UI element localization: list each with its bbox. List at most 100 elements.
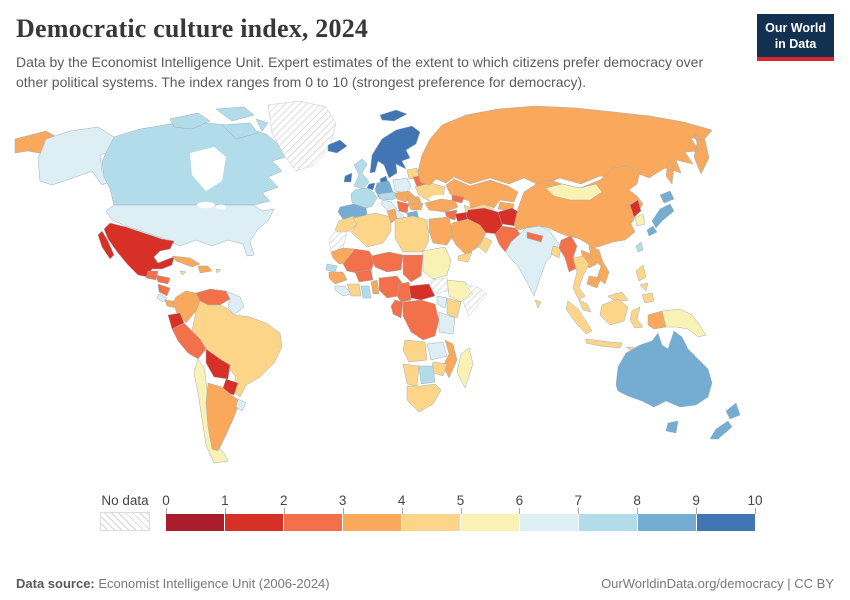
country-sri-lanka[interactable] [534, 299, 542, 308]
country-senegal[interactable] [325, 263, 338, 272]
country-uganda[interactable] [436, 295, 448, 308]
country-hispaniola[interactable] [197, 265, 213, 273]
country-mongolia[interactable] [545, 183, 603, 200]
country-central-african-republic[interactable] [408, 283, 436, 300]
country-canada-arctic-islands[interactable] [169, 106, 269, 139]
country-cambodia[interactable] [586, 275, 602, 288]
country-madagascar[interactable] [456, 347, 474, 388]
country-uruguay[interactable] [235, 398, 247, 411]
country-kenya[interactable] [446, 297, 462, 318]
country-scandinavia[interactable] [369, 125, 421, 178]
country-netherlands[interactable] [366, 182, 376, 190]
country-nicaragua[interactable] [157, 283, 171, 296]
country-cameroon[interactable] [396, 281, 412, 302]
country-taiwan[interactable] [635, 241, 644, 252]
legend-bin-3-4[interactable] [343, 513, 401, 531]
country-drc[interactable] [402, 299, 440, 340]
country-alaska[interactable] [37, 126, 115, 185]
country-iceland[interactable] [327, 139, 348, 153]
country-honduras[interactable] [155, 274, 171, 284]
country-mali[interactable] [342, 248, 376, 273]
country-new-zealand[interactable] [709, 402, 741, 439]
legend-bin-0-1[interactable] [166, 513, 224, 531]
legend-no-data-swatch[interactable] [100, 511, 150, 531]
country-south-korea[interactable] [634, 213, 646, 226]
owid-link[interactable]: OurWorldinData.org/democracy [601, 575, 784, 591]
country-south-africa[interactable] [406, 383, 442, 412]
country-chile[interactable] [193, 358, 229, 463]
country-japan[interactable] [646, 190, 675, 236]
country-france[interactable] [350, 187, 378, 210]
country-balkans[interactable] [396, 200, 410, 213]
country-malaysia[interactable] [578, 291, 629, 312]
country-uk[interactable] [353, 158, 370, 189]
country-south-sudan[interactable] [430, 277, 450, 294]
country-australia[interactable] [615, 330, 713, 433]
country-greenland[interactable] [267, 100, 337, 171]
country-romania[interactable] [406, 195, 422, 204]
country-togo-benin[interactable] [370, 279, 380, 294]
country-angola[interactable] [402, 339, 428, 362]
country-svalbard[interactable] [379, 109, 408, 121]
country-tanzania[interactable] [438, 311, 456, 334]
legend-bin-8-9[interactable] [638, 513, 696, 531]
country-papua-new-guinea[interactable] [661, 308, 707, 337]
legend-bin-7-8[interactable] [579, 513, 637, 531]
country-chad[interactable] [402, 254, 424, 282]
country-botswana[interactable] [418, 365, 436, 384]
country-ivory-coast[interactable] [346, 283, 362, 296]
country-bulgaria[interactable] [408, 202, 424, 210]
country-ghana[interactable] [360, 285, 372, 298]
country-mozambique-malawi[interactable] [442, 339, 458, 378]
chart-footer: Data source: Economist Intelligence Unit… [0, 566, 850, 600]
country-russia[interactable] [417, 105, 713, 186]
country-zambia[interactable] [426, 341, 448, 360]
country-congo-gabon[interactable] [390, 299, 404, 318]
country-costa-rica[interactable] [156, 293, 168, 302]
owid-logo-line1: Our World [765, 21, 826, 35]
country-puerto-rico[interactable] [215, 268, 222, 273]
country-niger[interactable] [370, 251, 404, 272]
country-pakistan[interactable] [494, 225, 521, 252]
country-argentina[interactable] [205, 382, 241, 451]
country-vietnam[interactable] [588, 245, 610, 284]
legend-bin-5-6[interactable] [461, 513, 519, 531]
country-jamaica[interactable] [179, 270, 187, 275]
country-cuba[interactable] [171, 255, 201, 267]
country-alpine[interactable] [377, 191, 401, 200]
legend-bin-9-10[interactable] [697, 513, 755, 531]
country-namibia[interactable] [402, 363, 420, 386]
country-algeria[interactable] [350, 212, 392, 247]
country-ireland[interactable] [343, 172, 353, 182]
country-nepal[interactable] [526, 231, 544, 242]
legend-bin-2-3[interactable] [284, 513, 342, 531]
country-indonesia[interactable] [565, 298, 651, 353]
page-title: Democratic culture index, 2024 [16, 14, 369, 43]
country-burkina-faso[interactable] [354, 269, 374, 282]
country-guatemala[interactable] [145, 270, 159, 280]
country-philippines[interactable] [635, 264, 655, 303]
country-poland[interactable] [392, 177, 412, 193]
country-oman[interactable] [478, 236, 493, 253]
country-bangladesh[interactable] [550, 245, 562, 258]
legend-bin-6-7[interactable] [520, 513, 578, 531]
owid-logo[interactable]: Our World in Data [757, 14, 834, 61]
country-somalia[interactable] [462, 283, 488, 316]
country-sudan[interactable] [422, 246, 452, 279]
country-usa[interactable] [105, 204, 275, 256]
country-turkey[interactable] [424, 198, 459, 212]
country-west-papua[interactable] [647, 310, 667, 329]
country-thailand[interactable] [572, 255, 590, 300]
country-egypt[interactable] [428, 216, 454, 245]
legend-bin-1-2[interactable] [225, 513, 283, 531]
country-north-korea[interactable] [629, 199, 642, 217]
legend-bin-4-5[interactable] [402, 513, 460, 531]
country-morocco[interactable] [334, 215, 360, 234]
country-myanmar[interactable] [558, 235, 578, 272]
country-bolivia[interactable] [205, 348, 231, 379]
country-yemen[interactable] [457, 251, 473, 262]
license-label[interactable]: CC BY [794, 575, 834, 591]
country-sierra-leone-liberia[interactable] [334, 285, 352, 296]
country-libya[interactable] [394, 215, 430, 252]
country-guinea[interactable] [328, 271, 348, 284]
